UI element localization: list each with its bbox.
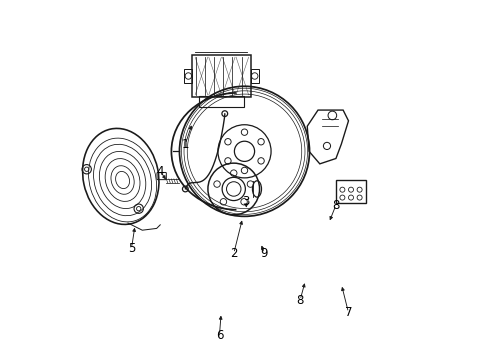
Text: 5: 5	[127, 242, 135, 255]
Bar	[198, 96, 243, 107]
Text: 8: 8	[296, 294, 303, 307]
Bar	[184, 69, 192, 83]
Text: 2: 2	[229, 247, 237, 260]
Text: 4: 4	[156, 165, 163, 177]
Bar	[250, 69, 258, 83]
Text: 1: 1	[181, 138, 189, 150]
Bar	[335, 180, 366, 203]
Text: 6: 6	[215, 329, 223, 342]
Text: 8: 8	[331, 199, 339, 212]
Text: 9: 9	[260, 247, 267, 260]
Text: 7: 7	[344, 306, 351, 319]
Text: 3: 3	[242, 195, 249, 208]
